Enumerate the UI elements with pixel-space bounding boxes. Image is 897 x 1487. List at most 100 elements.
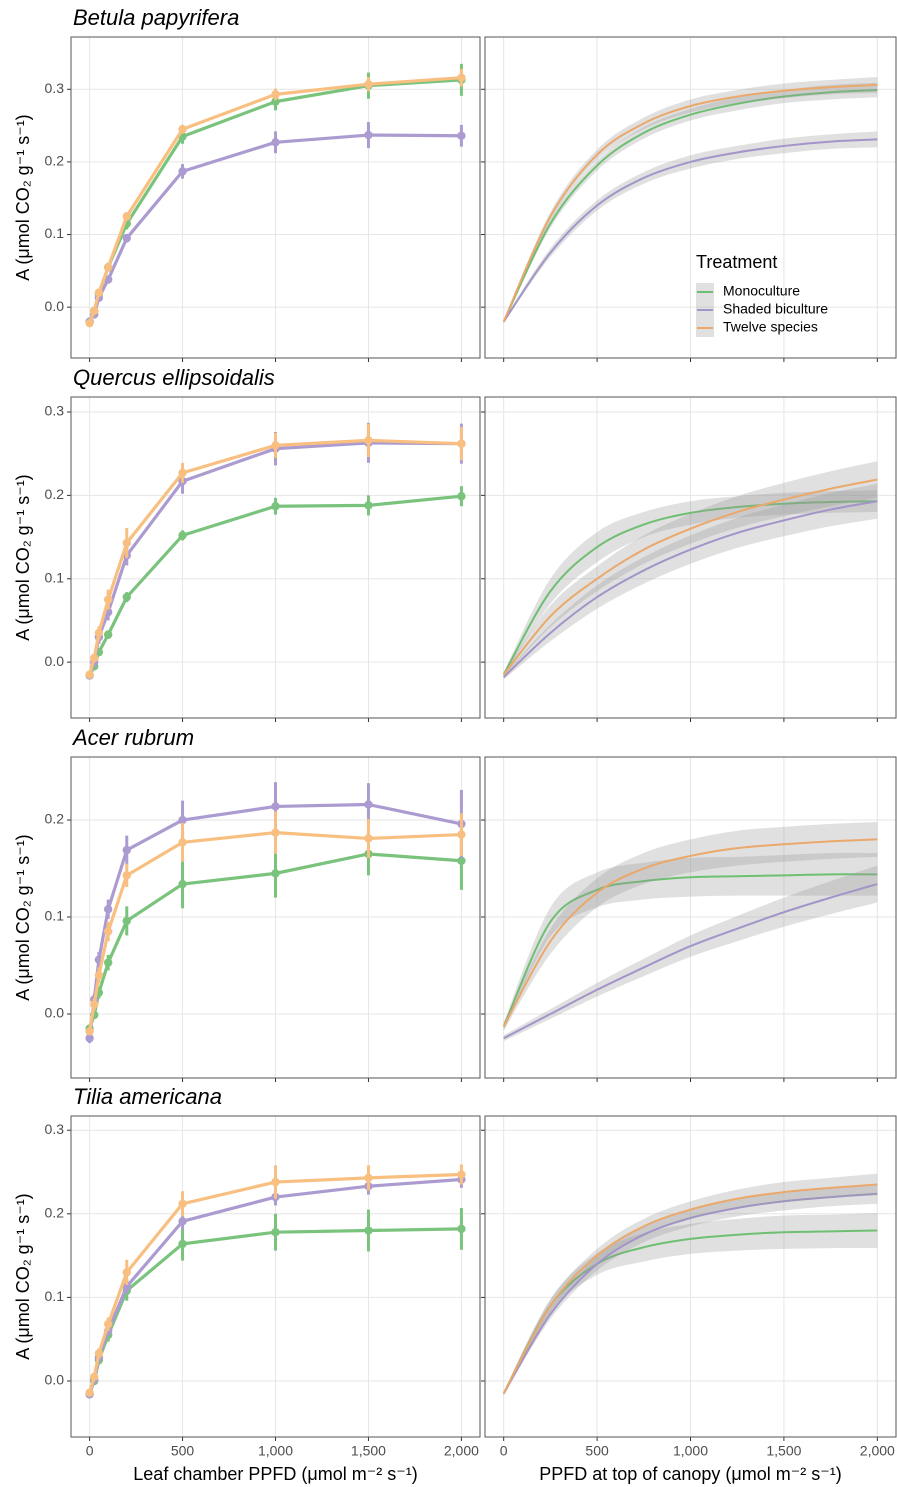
x-tick-label: 1,000 xyxy=(258,1443,293,1459)
y-tick-label: 0.1 xyxy=(45,908,65,924)
y-tick-label: 0.2 xyxy=(45,811,65,827)
confidence-band xyxy=(503,1183,878,1396)
x-tick-label: 0 xyxy=(86,1443,94,1459)
y-tick-label: 0.3 xyxy=(45,80,65,96)
data-point xyxy=(178,1217,187,1226)
y-tick-label: 0.3 xyxy=(45,403,65,419)
data-point xyxy=(94,628,104,638)
data-point xyxy=(271,97,280,106)
data-point xyxy=(85,1027,94,1036)
data-point xyxy=(271,502,280,511)
confidence-band xyxy=(503,821,878,1031)
data-point xyxy=(85,1034,94,1043)
y-tick-label: 0.0 xyxy=(45,653,65,669)
data-point xyxy=(122,233,131,243)
data-point xyxy=(364,834,373,843)
data-point xyxy=(122,1268,131,1277)
data-point xyxy=(364,501,373,510)
y-tick-label: 0.0 xyxy=(45,1372,65,1388)
data-point xyxy=(94,1349,104,1358)
data-point xyxy=(178,815,187,825)
confidence-band xyxy=(503,865,878,1042)
x-tick-label: 1,500 xyxy=(351,1443,386,1459)
data-point xyxy=(457,492,466,501)
y-tick-label: 0.3 xyxy=(45,1121,65,1137)
data-point xyxy=(457,830,466,839)
data-point xyxy=(457,439,466,448)
data-point xyxy=(122,1282,131,1291)
series-line xyxy=(502,138,878,323)
x-tick-label: 500 xyxy=(585,1443,609,1459)
chart-title: Betula papyrifera xyxy=(73,5,239,30)
series-line xyxy=(502,89,878,323)
y-tick-label: 0.0 xyxy=(45,298,65,314)
data-point xyxy=(122,916,131,926)
y-tick-label: 0.2 xyxy=(45,486,65,502)
data-point xyxy=(271,90,280,99)
panel-border xyxy=(484,36,897,359)
data-point xyxy=(364,1173,373,1183)
data-point xyxy=(103,1319,113,1329)
data-point xyxy=(103,595,113,604)
data-point xyxy=(85,1388,94,1397)
y-axis-label: A (μmol CO₂ g⁻¹ s⁻¹) xyxy=(13,474,33,640)
chart-title: Tilia americana xyxy=(73,1084,222,1109)
data-point xyxy=(103,630,113,639)
panel-border xyxy=(70,396,481,719)
panel-border xyxy=(484,756,897,1079)
data-point xyxy=(364,80,373,89)
y-tick-label: 0.2 xyxy=(45,1205,65,1221)
data-point xyxy=(122,538,131,548)
y-axis-label: A (μmol CO₂ g⁻¹ s⁻¹) xyxy=(13,114,33,280)
data-point xyxy=(90,1372,99,1382)
data-point xyxy=(271,441,280,450)
legend-label: Shaded biculture xyxy=(723,301,828,317)
panel-border xyxy=(70,1115,481,1438)
panel-border xyxy=(484,1115,897,1438)
data-point xyxy=(271,1227,280,1237)
data-point xyxy=(94,971,104,980)
data-point xyxy=(364,130,373,140)
series-line xyxy=(502,838,878,1028)
y-tick-label: 0.1 xyxy=(45,1288,65,1304)
data-point xyxy=(85,318,94,328)
x-tick-label: 1,000 xyxy=(673,1443,708,1459)
data-point xyxy=(178,1199,187,1208)
y-tick-label: 0.1 xyxy=(45,225,65,241)
data-point xyxy=(178,468,187,478)
legend-title: Treatment xyxy=(696,252,777,272)
confidence-band xyxy=(503,490,878,678)
series-line xyxy=(502,873,878,1028)
confidence-band xyxy=(503,483,878,680)
data-point xyxy=(178,838,187,847)
chart-title: Quercus ellipsoidalis xyxy=(73,365,275,390)
x-axis-label: PPFD at top of canopy (μmol m⁻² s⁻¹) xyxy=(539,1464,841,1484)
data-point xyxy=(85,670,94,679)
data-point xyxy=(122,845,131,855)
series-line xyxy=(502,478,878,676)
y-tick-label: 0.2 xyxy=(45,153,65,169)
series-line xyxy=(502,500,878,678)
series-line xyxy=(502,83,878,323)
data-point xyxy=(271,138,280,147)
data-point xyxy=(122,871,131,880)
data-point xyxy=(457,1170,466,1179)
data-point xyxy=(122,592,131,602)
data-point xyxy=(90,1000,99,1009)
x-tick-label: 1,500 xyxy=(766,1443,801,1459)
x-tick-label: 500 xyxy=(171,1443,195,1459)
confidence-band xyxy=(503,461,878,678)
data-point xyxy=(271,869,280,878)
panel-border xyxy=(484,396,897,719)
data-point xyxy=(178,125,187,134)
data-point xyxy=(364,1226,373,1235)
x-axis-label: Leaf chamber PPFD (μmol m⁻² s⁻¹) xyxy=(133,1464,417,1484)
series-line xyxy=(502,500,878,676)
x-tick-label: 2,000 xyxy=(860,1443,895,1459)
y-tick-label: 0.0 xyxy=(45,1005,65,1021)
data-point xyxy=(457,1224,466,1234)
data-point xyxy=(457,131,466,140)
series-line xyxy=(502,1192,878,1395)
data-point xyxy=(103,927,113,936)
